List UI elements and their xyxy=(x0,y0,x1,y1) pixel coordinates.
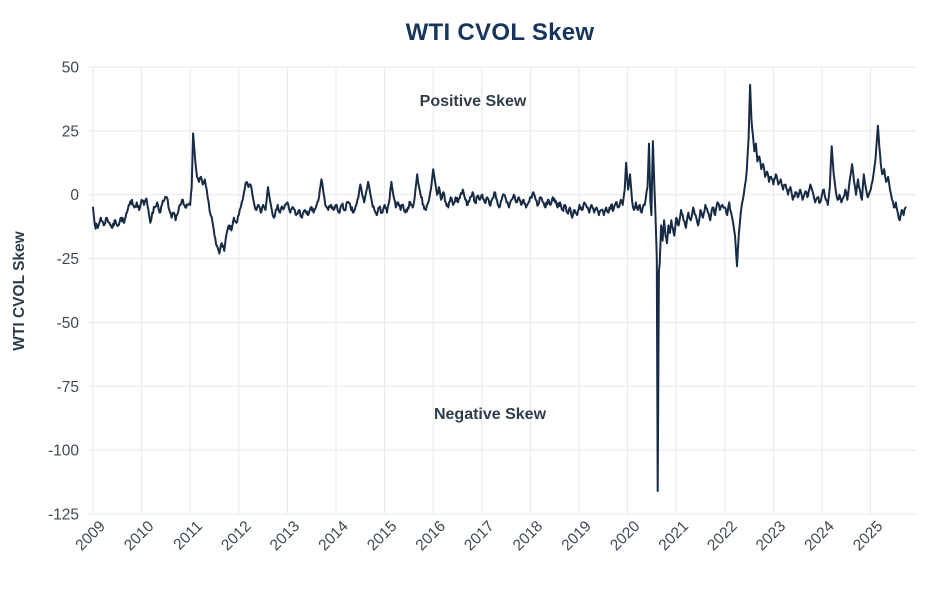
x-tick-label: 2012 xyxy=(218,518,254,554)
skew-line-series xyxy=(92,83,907,492)
x-tick-label: 2023 xyxy=(753,518,789,554)
y-tick-label: -25 xyxy=(57,251,79,268)
positive-skew-annotation: Positive Skew xyxy=(420,93,527,110)
x-tick-label: 2018 xyxy=(510,518,546,554)
y-tick-label: -125 xyxy=(48,507,79,524)
gridlines xyxy=(88,66,916,515)
chart-title: WTI CVOL Skew xyxy=(406,19,595,46)
x-tick-label: 2017 xyxy=(461,518,497,554)
x-tick-label: 2015 xyxy=(364,518,400,554)
x-tick-label: 2020 xyxy=(607,518,644,555)
x-tick-label: 2025 xyxy=(850,518,886,554)
y-tick-label: -75 xyxy=(57,379,79,396)
y-tick-label: -50 xyxy=(57,315,80,332)
y-tick-label: -100 xyxy=(48,443,79,460)
negative-skew-annotation: Negative Skew xyxy=(434,406,547,423)
x-tick-label: 2016 xyxy=(413,518,449,554)
x-tick-label: 2011 xyxy=(170,518,206,554)
series-layer xyxy=(92,83,907,492)
x-tick-label: 2022 xyxy=(704,518,740,554)
x-tick-label: 2019 xyxy=(558,518,594,554)
y-axis-title: WTI CVOL Skew xyxy=(11,230,28,350)
x-tick-label: 2013 xyxy=(267,518,303,554)
x-tick-label: 2021 xyxy=(656,518,692,554)
x-tick-label: 2010 xyxy=(121,518,158,555)
y-tick-label: 25 xyxy=(62,123,79,140)
y-tick-label: 0 xyxy=(70,187,79,204)
x-tick-label: 2024 xyxy=(801,518,838,555)
x-tick-label: 2014 xyxy=(315,518,352,555)
y-tick-label: 50 xyxy=(62,60,80,77)
